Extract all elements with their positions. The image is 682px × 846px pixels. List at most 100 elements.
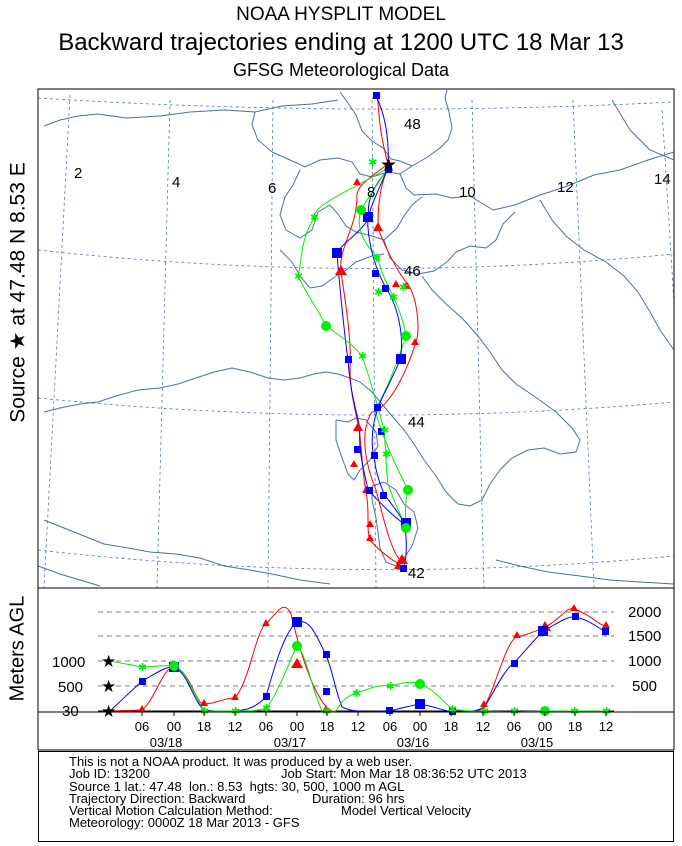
meridian-line [267, 99, 274, 588]
blue-marker [363, 212, 373, 222]
red-marker [350, 460, 358, 467]
green-marker: ✱ [374, 287, 383, 299]
vertical-motion-value: Model Vertical Velocity [341, 803, 472, 819]
green-marker: ✱ [294, 271, 303, 283]
coastline [43, 275, 581, 507]
blue-marker [396, 354, 406, 364]
trajectory-duration: Duration: 96 hrs [312, 790, 405, 806]
border-line [383, 196, 423, 241]
red-marker [262, 619, 270, 626]
border-line [399, 151, 674, 211]
green-marker: ✱ [368, 157, 377, 169]
coastline [335, 417, 379, 481]
time-tick-label: 12 [476, 719, 490, 734]
green-marker: ✱ [380, 425, 389, 437]
time-tick-labels: 06 00 18 12 06 00 18 12 06 00 18 12 06 0… [135, 719, 613, 750]
border-line [279, 169, 385, 241]
green-marker: ✱ [389, 292, 398, 304]
blue-marker [572, 613, 579, 620]
job-id: Job ID: 13200 [69, 766, 150, 782]
parallel-line [38, 549, 674, 571]
date-label: 03/16 [397, 735, 430, 750]
meridian-label: 10 [459, 184, 476, 201]
time-tick-label: 00 [167, 719, 181, 734]
red-marker [200, 699, 208, 706]
coastline [43, 519, 331, 585]
coastline [279, 249, 385, 289]
meridian-label: 6 [268, 180, 276, 197]
meridian-line [471, 99, 485, 588]
red-marker [291, 658, 303, 668]
blue-marker [372, 270, 379, 277]
green-marker [415, 679, 425, 689]
blue-marker [374, 404, 381, 411]
green-marker [292, 641, 302, 651]
trajectory-subtitle: Backward trajectories ending at 1200 UTC… [58, 29, 624, 56]
red-marker [366, 520, 374, 527]
trajectory-green-line [297, 167, 407, 525]
date-label: 03/18 [150, 735, 183, 750]
green-marker: ✱ [372, 253, 381, 265]
blue-marker [415, 699, 425, 709]
star-icon: ★ [101, 652, 116, 671]
coastline [539, 199, 674, 351]
source-line: Source 1 lat.: 47.48 lon.: 8.53 hgts: 30… [69, 778, 405, 794]
coastline [611, 99, 674, 161]
blue-marker [139, 678, 146, 685]
green-marker: ✱ [386, 681, 395, 693]
red-marker [335, 265, 347, 275]
time-tick-label: 06 [259, 719, 273, 734]
red-marker [480, 700, 488, 707]
disclaimer-line: This is not a NOAA product. It was produ… [69, 754, 413, 769]
date-label: 03/15 [521, 735, 554, 750]
time-tick-label: 18 [568, 719, 582, 734]
green-marker: ✱ [448, 704, 457, 716]
height-reference-lines [98, 611, 614, 687]
height-level-label: 500 [632, 678, 657, 695]
blue-marker [602, 628, 609, 635]
time-tick-label: 12 [228, 719, 242, 734]
green-marker [401, 331, 411, 341]
red-marker [353, 422, 363, 431]
job-info-footer: This is not a NOAA product. It was produ… [38, 751, 674, 842]
red-marker [392, 280, 400, 287]
blue-marker [323, 651, 330, 658]
time-axis [141, 712, 607, 716]
blue-marker [378, 428, 385, 435]
red-marker [513, 631, 521, 638]
red-marker [366, 534, 374, 541]
green-marker: ✱ [310, 212, 319, 224]
blue-marker [373, 92, 380, 99]
green-marker: ✱ [399, 282, 408, 294]
blue-marker [371, 452, 378, 459]
trajectory-markers-map: ✱ ✱ ✱ ✱ ✱ ✱ ✱ ✱ ✱ ✱ [294, 92, 419, 572]
time-tick-label: 18 [320, 719, 334, 734]
star-icon: ★ [380, 155, 397, 176]
trajectory-direction: Trajectory Direction: Backward [69, 790, 246, 806]
time-tick-label: 00 [413, 719, 427, 734]
coastlines-and-borders [38, 89, 674, 587]
blue-marker [345, 356, 352, 363]
meridian-label: 14 [654, 171, 671, 188]
height-level-label: 2000 [628, 604, 661, 621]
meridian-label: 8 [367, 184, 375, 201]
model-title: NOAA HYSPLIT MODEL [236, 4, 446, 25]
green-marker [356, 205, 366, 215]
map-panel: ✱ ✱ ✱ ✱ ✱ ✱ ✱ ✱ ✱ ✱ ★ 2 4 6 8 10 12 [37, 88, 675, 589]
trajectory-blue-line [367, 167, 407, 529]
blue-marker [323, 688, 330, 695]
green-marker [540, 706, 550, 716]
blue-marker [263, 693, 270, 700]
time-tick-label: 00 [538, 719, 552, 734]
parallel-label: 44 [408, 414, 425, 431]
green-marker: ✱ [262, 703, 271, 715]
meridian-line [572, 99, 595, 588]
height-level-label: 1500 [628, 628, 661, 645]
red-marker [322, 705, 330, 712]
trajectory-blue-line [336, 95, 407, 569]
red-marker [353, 178, 361, 185]
red-marker [411, 338, 419, 345]
parallel-line [38, 249, 674, 269]
meteorology-line: Meteorology: 0000Z 18 Mar 2013 - GFS [69, 815, 300, 831]
